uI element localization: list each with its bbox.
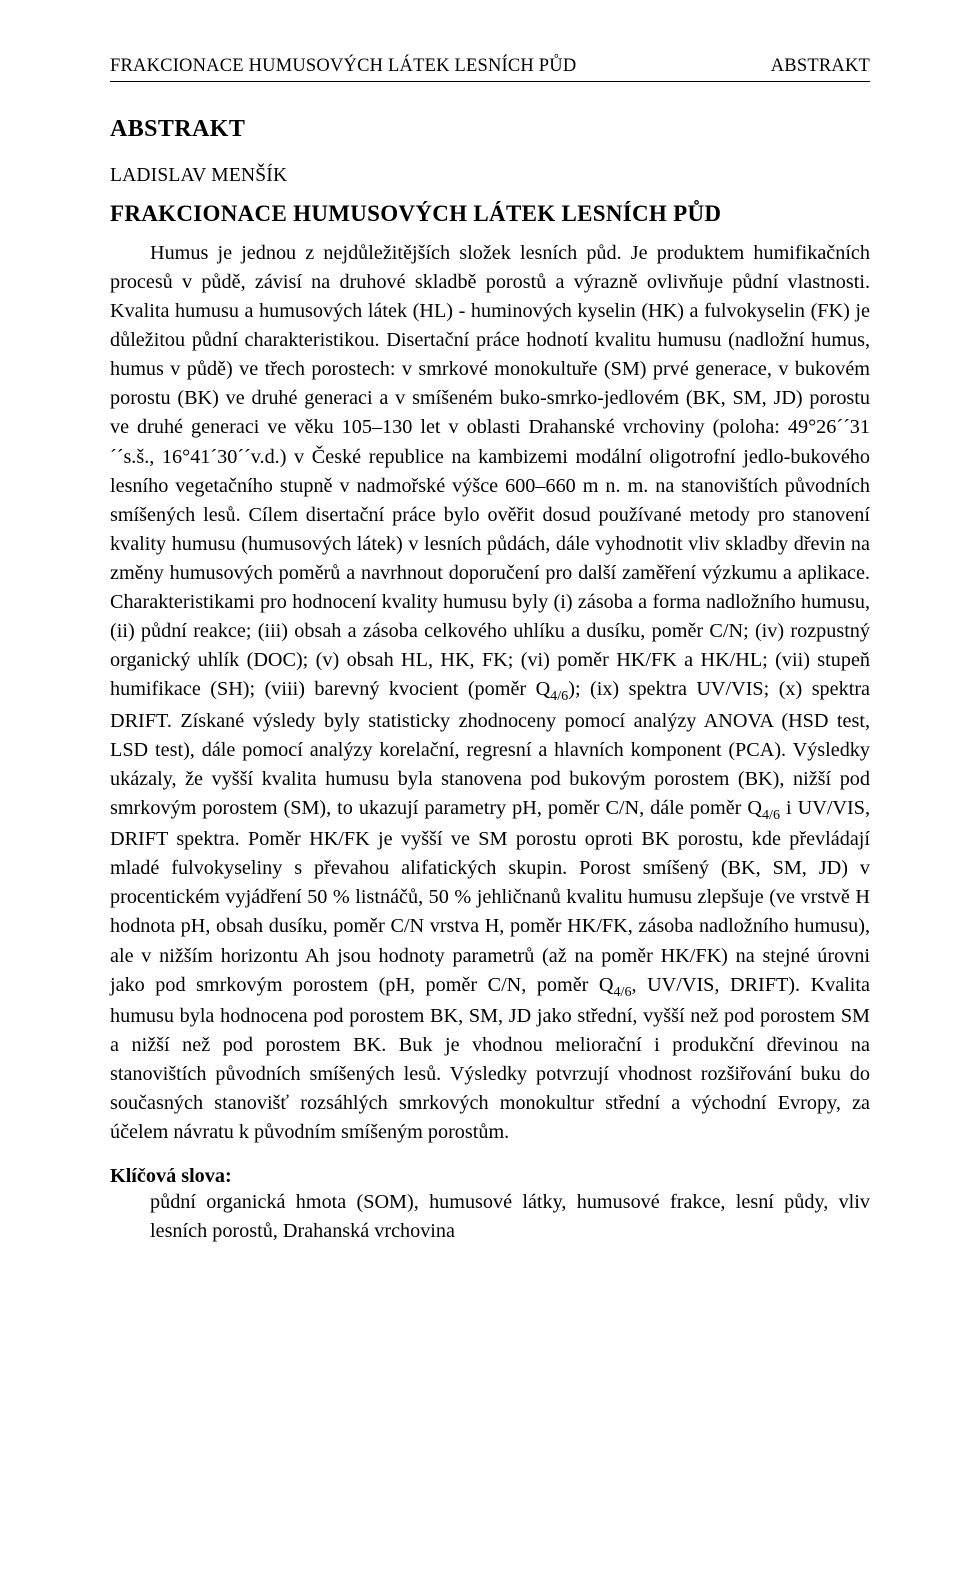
abstract-text-part3: i UV/VIS, DRIFT spektra. Poměr HK/FK je … [110, 797, 870, 996]
keywords-heading: Klíčová slova: [110, 1165, 870, 1188]
author-name: LADISLAV MENŠÍK [110, 165, 870, 187]
running-head-left: FRAKCIONACE HUMUSOVÝCH LÁTEK LESNÍCH PŮD [110, 56, 576, 77]
subscript-q46-2: 4/6 [762, 807, 780, 823]
abstract-text-part4: , UV/VIS, DRIFT). Kvalita humusu byla ho… [110, 974, 870, 1144]
running-head-right: ABSTRAKT [771, 56, 870, 77]
section-title: ABSTRAKT [110, 116, 870, 143]
paper-title: FRAKCIONACE HUMUSOVÝCH LÁTEK LESNÍCH PŮD [110, 201, 870, 227]
subscript-q46-3: 4/6 [613, 984, 631, 1000]
running-head: FRAKCIONACE HUMUSOVÝCH LÁTEK LESNÍCH PŮD… [110, 56, 870, 77]
page: FRAKCIONACE HUMUSOVÝCH LÁTEK LESNÍCH PŮD… [0, 0, 960, 1287]
keywords-text: půdní organická hmota (SOM), humusové lá… [110, 1188, 870, 1246]
abstract-paragraph: Humus je jednou z nejdůležitějších slože… [110, 239, 870, 1147]
header-rule [110, 81, 870, 82]
abstract-text-part1: Humus je jednou z nejdůležitějších slože… [110, 242, 870, 700]
keywords-value: půdní organická hmota (SOM), humusové lá… [150, 1191, 870, 1242]
subscript-q46-1: 4/6 [550, 688, 568, 704]
